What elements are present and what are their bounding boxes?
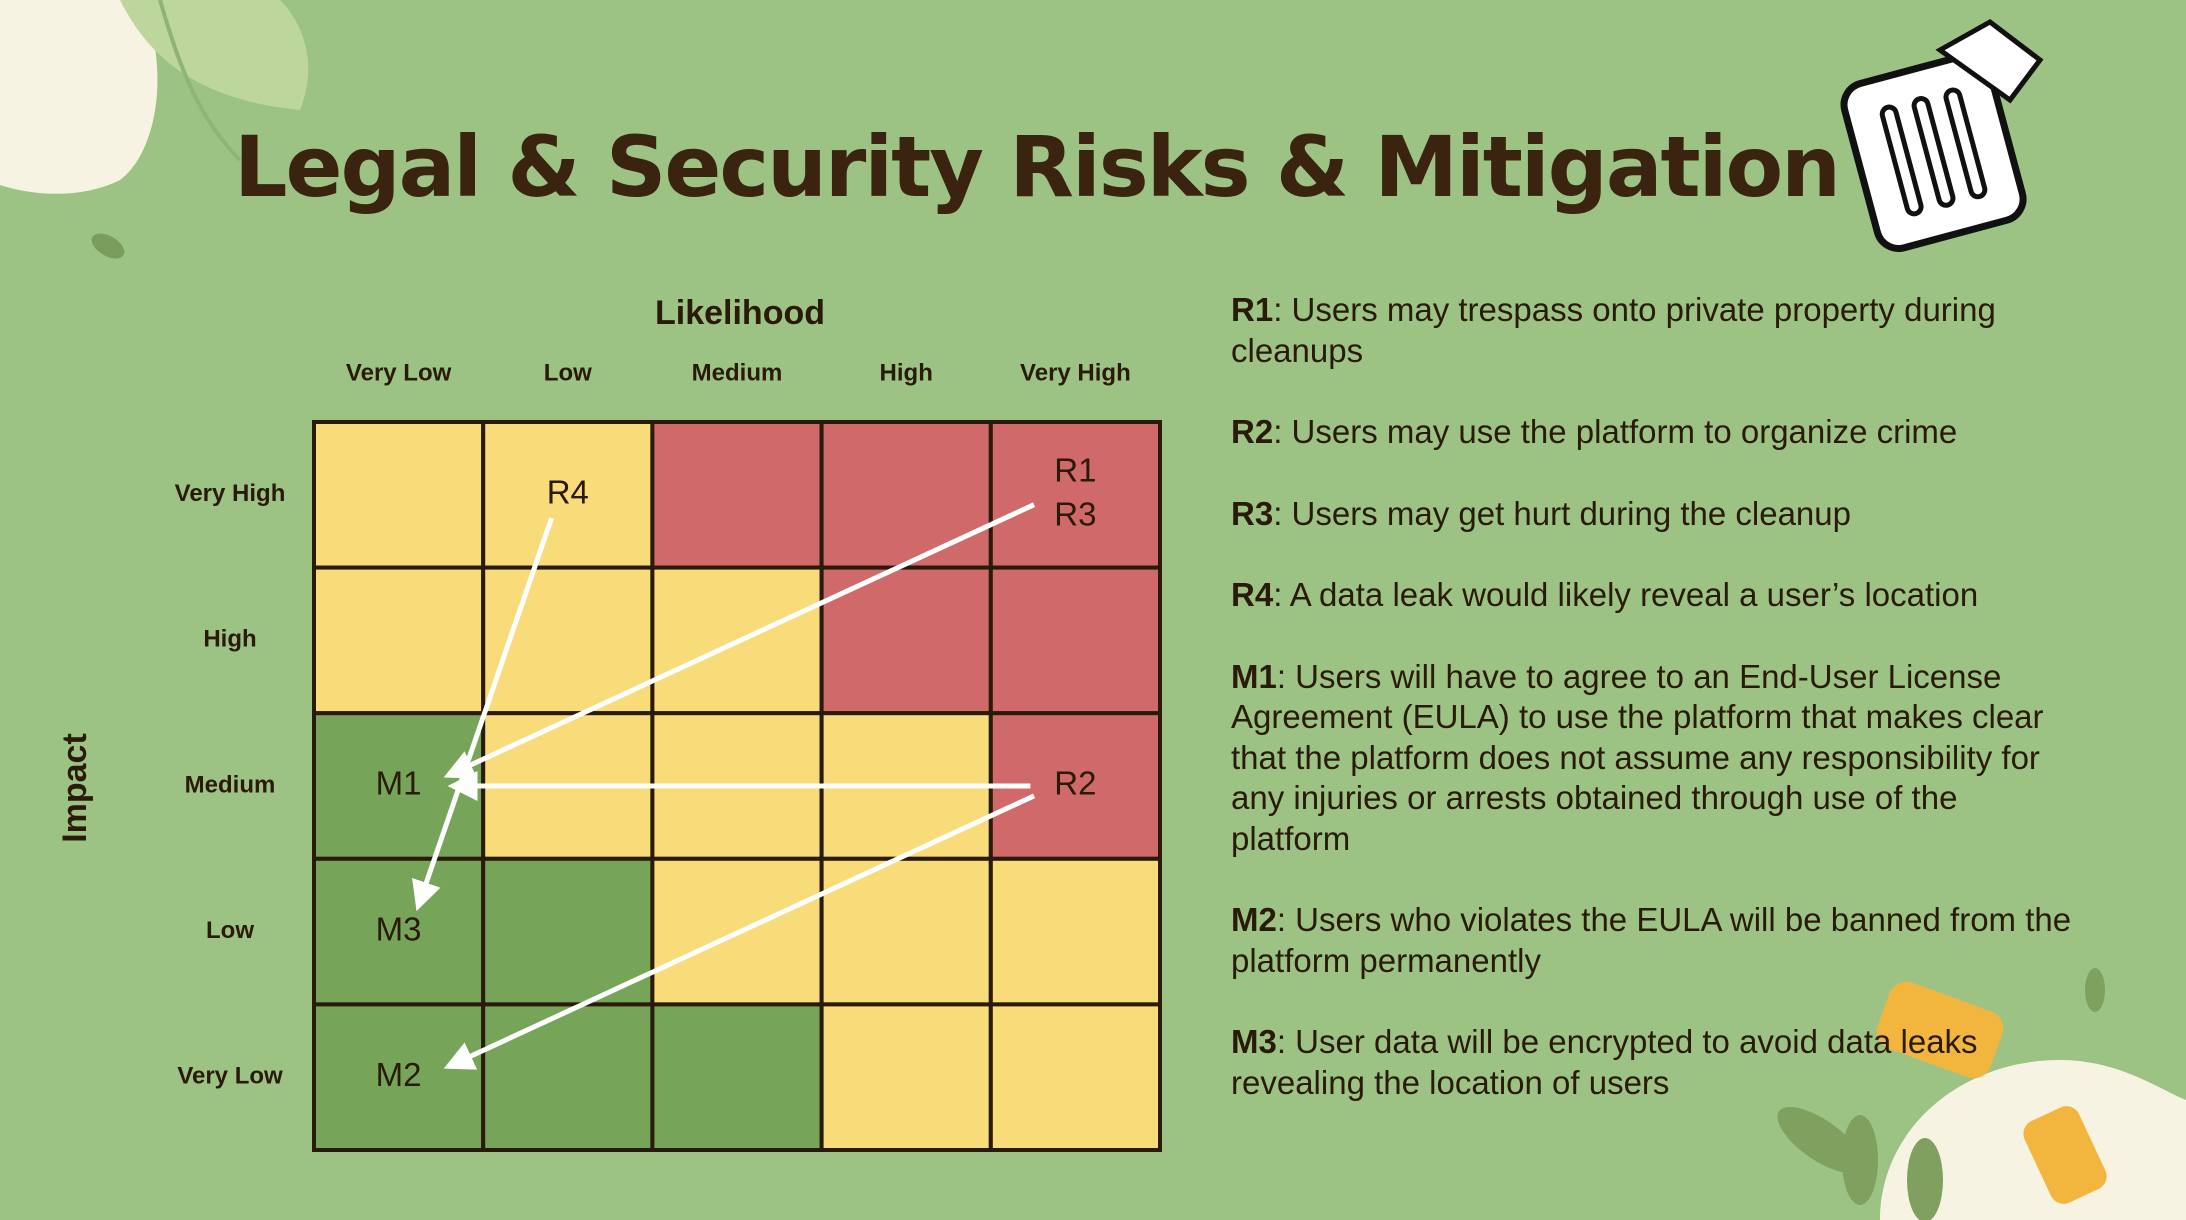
x-axis-title: Likelihood (655, 294, 825, 332)
small-leaf (91, 233, 125, 259)
column-label: Medium (692, 359, 783, 386)
cell-label: R1 (1054, 452, 1096, 489)
cell-label: M1 (376, 765, 422, 802)
list-item: M3: User data will be encrypted to avoid… (1231, 1022, 2081, 1103)
row-label: High (203, 626, 256, 653)
list-item: R1: Users may trespass onto private prop… (1231, 290, 2081, 371)
item-term: R4 (1231, 576, 1274, 613)
cell (819, 420, 993, 570)
cell (650, 420, 824, 570)
can (2023, 1106, 2107, 1204)
cell-label: R4 (547, 474, 589, 511)
cell (988, 856, 1162, 1007)
cell (481, 420, 655, 570)
item-term: M1 (1231, 657, 1277, 695)
item-text: : Users may use the platform to organize… (1273, 413, 1958, 450)
leaf (1777, 1106, 1863, 1174)
cell (312, 856, 486, 1007)
row-label: Low (206, 917, 254, 944)
leaf (2085, 968, 2105, 1012)
column-label: Low (544, 359, 592, 386)
cell (312, 1002, 486, 1153)
cell-label: M3 (376, 910, 422, 947)
row-label: Very High (175, 480, 286, 507)
leaf-vein (158, 0, 242, 162)
cell-label: R3 (1054, 496, 1096, 533)
item-term: R2 (1231, 413, 1274, 450)
item-term: M3 (1231, 1023, 1277, 1060)
y-axis-title: Impact (56, 733, 94, 843)
list-item: R4: A data leak would likely reveal a us… (1231, 575, 2081, 616)
cell-label: M2 (376, 1056, 422, 1093)
cell (312, 420, 486, 570)
leaf (1907, 1138, 1943, 1220)
cell (481, 1002, 655, 1153)
item-text: : Users who violates the EULA will be ba… (1231, 901, 2072, 979)
list-item: M2: Users who violates the EULA will be … (1231, 900, 2081, 981)
cream-blob (0, 0, 158, 194)
item-text: : Users may trespass onto private proper… (1231, 291, 1996, 369)
cell (650, 1002, 824, 1153)
item-text: : A data leak would likely reveal a user… (1273, 576, 1979, 613)
cell (988, 1002, 1162, 1153)
trash-icon (1840, 51, 2027, 252)
tag (1935, 19, 2044, 104)
arrow (412, 517, 554, 912)
row-label: Very Low (177, 1063, 283, 1090)
arrow (443, 793, 1036, 1070)
cell (819, 1002, 993, 1153)
item-text: : Users will have to agree to an End-Use… (1231, 657, 2044, 857)
item-text: : Users may get hurt during the cleanup (1273, 494, 1851, 532)
list-item: M1: Users will have to agree to an End-U… (1231, 657, 2081, 860)
leaf (1842, 1115, 1878, 1205)
risk-list: R1: Users may trespass onto private prop… (1231, 290, 2081, 1144)
cell (988, 565, 1162, 716)
item-term: R3 (1231, 494, 1274, 532)
title: Legal & Security Risks & Mitigation (234, 118, 1841, 216)
can (1876, 981, 2004, 1079)
item-term: R1 (1231, 291, 1274, 328)
row-label: Medium (185, 771, 276, 798)
arrow (443, 502, 1036, 779)
cell-label: R2 (1054, 765, 1096, 802)
list-item: R2: Users may use the platform to organi… (1231, 412, 2081, 453)
column-label: Very High (1020, 359, 1131, 386)
list-item: R3: Users may get hurt during the cleanu… (1231, 494, 2081, 535)
column-label: High (880, 359, 933, 386)
column-label: Very Low (346, 359, 452, 386)
item-term: M2 (1231, 901, 1277, 938)
cell (312, 565, 486, 716)
item-text: : User data will be encrypted to avoid d… (1231, 1023, 1978, 1101)
cell (481, 856, 655, 1007)
